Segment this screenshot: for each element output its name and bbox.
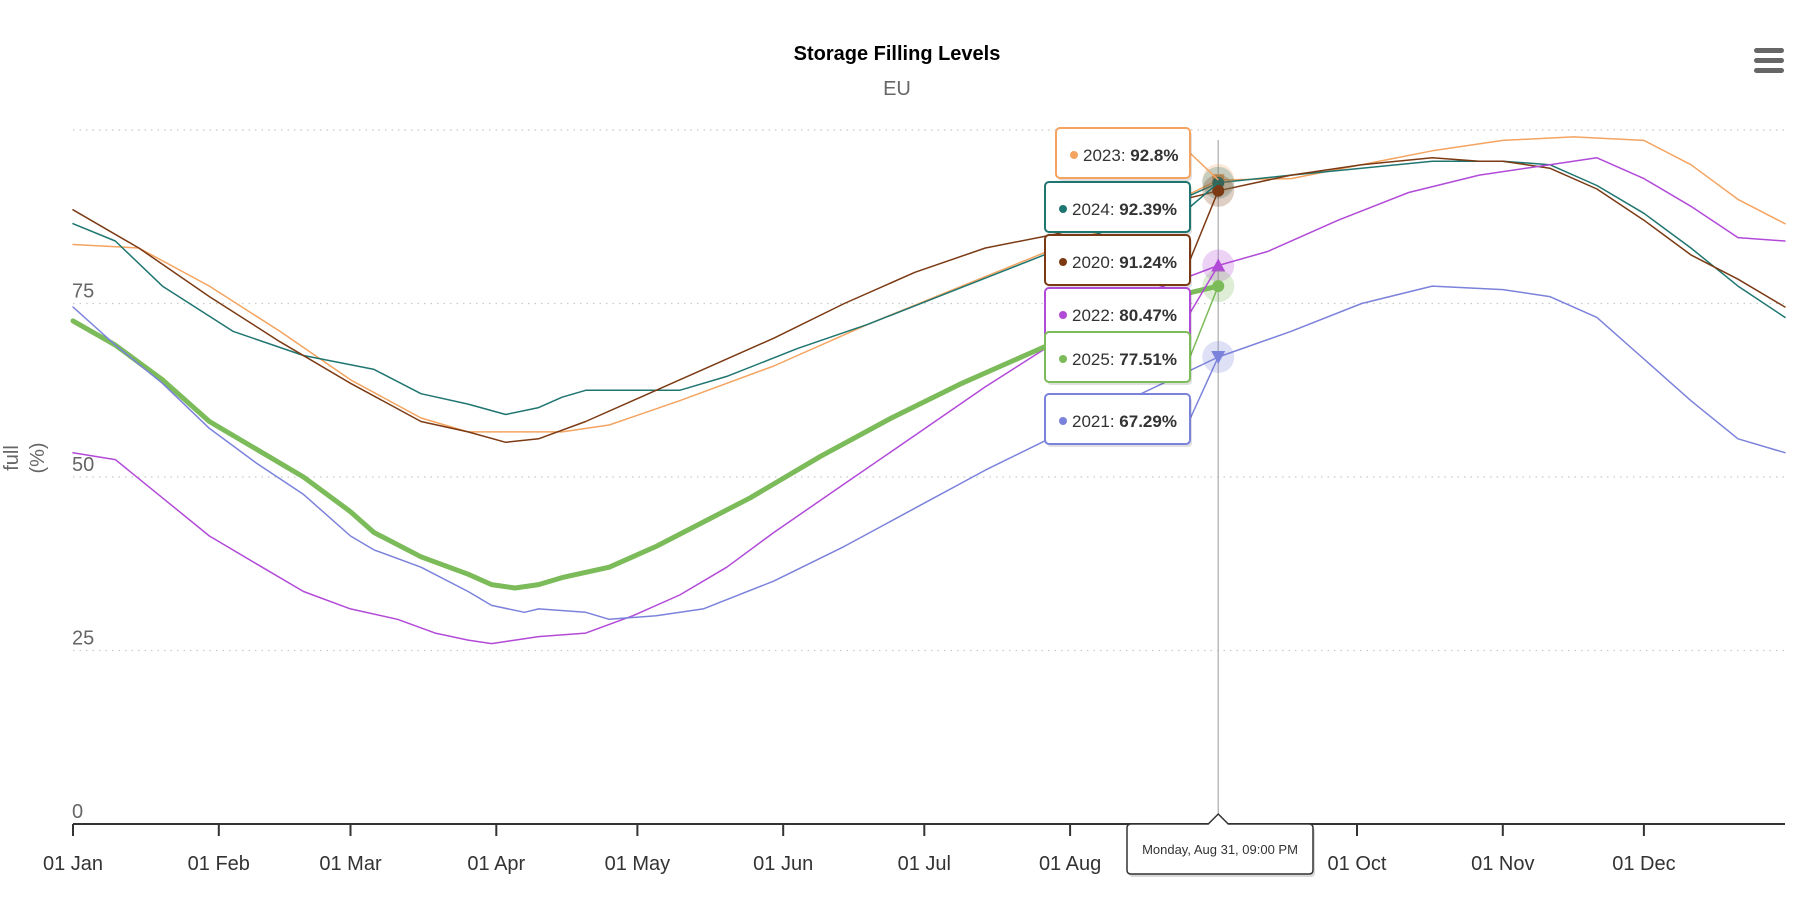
svg-text:2022: 80.47%: 2022: 80.47% [1072,306,1177,325]
chart-subtitle: EU [883,78,911,100]
y-axis-label: full (%) [1,442,49,473]
x-tick-label: 01 Mar [319,853,382,875]
tooltip-label-2021: 2021: 67.29% [1044,356,1219,447]
svg-text:2023: 92.8%: 2023: 92.8% [1083,146,1178,165]
tooltip-label-2025: 2025: 77.51% [1044,285,1219,385]
series-line-2023[interactable] [72,136,1786,433]
series-line-2022[interactable] [72,157,1786,645]
x-tick-label: 01 Apr [467,853,525,875]
x-tick-label: 01 Jun [753,853,813,875]
svg-text:2020: 91.24%: 2020: 91.24% [1072,253,1177,272]
svg-text:2021: 67.29%: 2021: 67.29% [1072,412,1177,431]
hover-date-tooltip: Monday, Aug 31, 09:00 PM [1126,812,1315,877]
chart-title: Storage Filling Levels [794,43,1001,65]
x-tick-label: 01 Dec [1612,853,1675,875]
svg-text:2025: 77.51%: 2025: 77.51% [1072,350,1177,369]
x-tick-label: 01 Jul [898,853,951,875]
series-layer [70,136,1786,645]
y-tick-label: 25 [72,628,94,650]
x-tick-label: 01 Nov [1471,853,1534,875]
x-tick-label: 01 Aug [1039,853,1101,875]
series-line-2025[interactable] [70,283,1221,591]
tooltip-label-2023: 2023: 92.8% [1055,127,1219,181]
series-line-2021[interactable] [72,285,1786,621]
y-tick-label: 75 [72,281,94,303]
y-axis: 0 25 50 75 full (%) [1,281,94,824]
tooltip-label-2020: 2020: 91.24% [1044,190,1219,288]
tooltip-label-2024: 2024: 92.39% [1044,181,1219,235]
hamburger-menu-icon[interactable] [1745,35,1793,79]
svg-text:2024: 92.39%: 2024: 92.39% [1072,200,1177,219]
hover-date-text: Monday, Aug 31, 09:00 PM [1142,842,1298,857]
y-tick-label: 0 [72,801,83,823]
x-axis: 01 Jan 01 Feb 01 Mar 01 Apr 01 May 01 Jun 01 J… [43,823,1785,875]
x-tick-label: 01 Jan [43,853,103,875]
series-line-2024[interactable] [72,160,1786,416]
series-line-2020[interactable] [72,157,1786,444]
hover-layer: 2023: 92.8% 2024: 92.39% 2020: 91.24% 2022:… [1044,127,1315,877]
x-tick-label: 01 Feb [188,853,250,875]
x-tick-label: 01 Oct [1328,853,1387,875]
tooltip-label-2022: 2022: 80.47% [1044,265,1219,341]
grid-layer [73,129,1785,652]
x-tick-label: 01 May [605,853,671,875]
y-tick-label: 50 [72,454,94,476]
